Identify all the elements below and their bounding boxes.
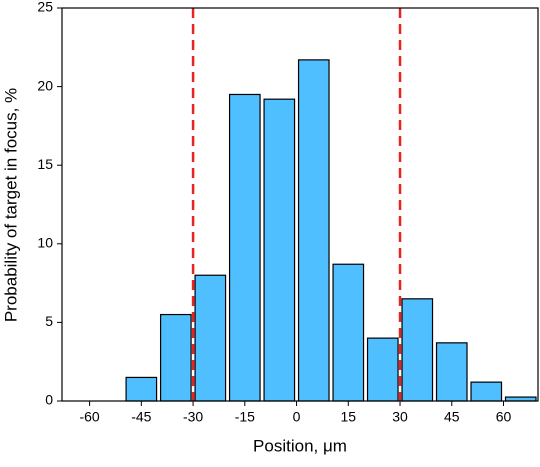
bar <box>297 59 330 402</box>
bar <box>332 263 365 402</box>
y-tick-label: 0 <box>45 392 53 408</box>
x-tick-label: -60 <box>79 409 99 425</box>
plot-frame <box>61 7 539 402</box>
bar <box>228 93 261 402</box>
x-tick-label: -45 <box>131 409 151 425</box>
x-axis-title: Position, μm <box>253 436 347 455</box>
x-tick-label: 60 <box>496 409 512 425</box>
bar <box>435 342 468 402</box>
y-tick-label: 25 <box>37 0 53 15</box>
x-tick-label: 45 <box>444 409 460 425</box>
y-axis-title: Probability of target in focus, % <box>1 88 20 322</box>
x-tick-label: -30 <box>183 409 203 425</box>
x-tick-label: 0 <box>293 409 301 425</box>
bar <box>159 313 192 402</box>
x-tick-label: 15 <box>341 409 357 425</box>
bar <box>366 337 399 402</box>
x-tick-label: 30 <box>392 409 408 425</box>
bar <box>263 98 296 402</box>
y-tick-label: 20 <box>37 77 53 93</box>
y-tick-label: 5 <box>45 313 53 329</box>
bar <box>125 376 158 402</box>
bar <box>401 298 434 402</box>
y-tick-label: 10 <box>37 235 53 251</box>
x-tick-label: -15 <box>235 409 255 425</box>
bar <box>470 381 503 402</box>
y-tick-label: 15 <box>37 156 53 172</box>
bar <box>194 274 227 402</box>
